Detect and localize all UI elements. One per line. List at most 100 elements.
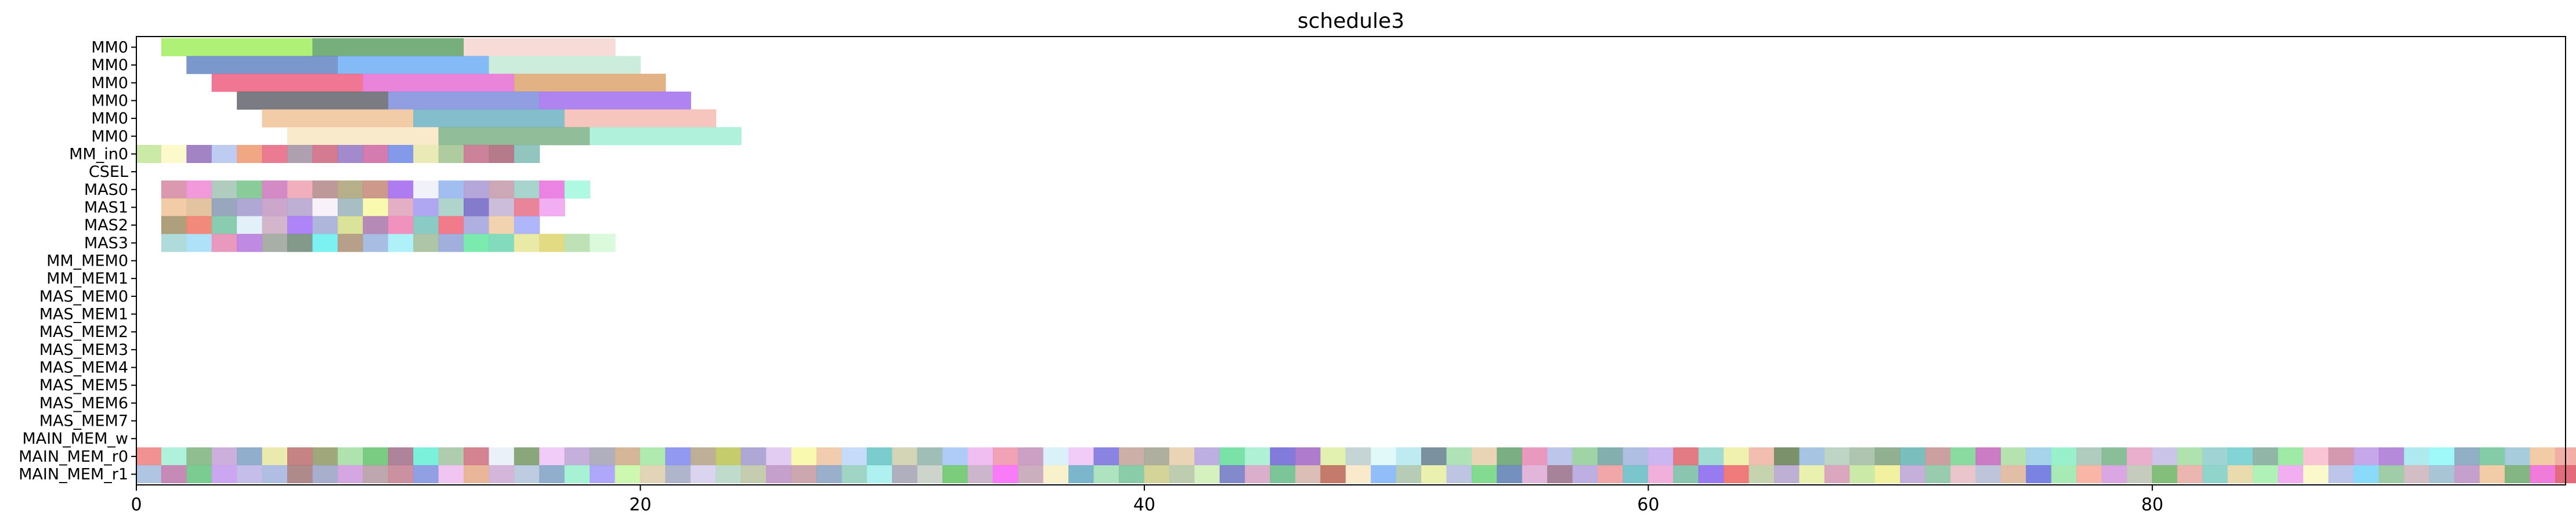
row-label: MM0 — [91, 128, 128, 146]
task-bar — [388, 144, 414, 163]
task-bar — [791, 465, 817, 484]
task-bar — [1093, 465, 1120, 484]
task-bar — [262, 216, 288, 234]
task-bar — [2278, 447, 2304, 466]
task-bar — [337, 465, 364, 484]
task-bar — [337, 56, 490, 74]
task-bar — [489, 447, 515, 466]
task-bar — [237, 180, 263, 199]
task-bar — [2404, 465, 2430, 484]
task-bar — [2530, 447, 2556, 466]
task-bar — [539, 234, 565, 252]
task-bar — [312, 447, 338, 466]
task-bar — [615, 465, 641, 484]
task-bar — [161, 144, 187, 163]
task-bar — [438, 127, 591, 146]
task-bar — [211, 74, 364, 92]
task-bar — [237, 198, 263, 217]
task-bar — [489, 198, 515, 217]
task-bar — [287, 198, 313, 217]
task-bar — [438, 234, 465, 252]
task-bar — [590, 234, 616, 252]
task-bar — [1874, 465, 1901, 484]
task-bar — [1219, 447, 1246, 466]
task-bar — [186, 216, 212, 234]
task-bar — [866, 465, 893, 484]
task-bar — [464, 198, 490, 217]
task-bar — [262, 234, 288, 252]
task-bar — [1547, 465, 1573, 484]
task-bar — [1522, 465, 1548, 484]
task-bar — [464, 447, 490, 466]
task-bar — [1320, 447, 1346, 466]
task-bar — [1849, 447, 1876, 466]
task-bar — [2152, 465, 2178, 484]
task-bar — [2076, 465, 2102, 484]
task-bar — [211, 180, 238, 199]
task-bar — [262, 144, 288, 163]
task-bar — [590, 447, 616, 466]
task-bar — [539, 447, 565, 466]
task-bars — [136, 38, 2576, 484]
task-bar — [1975, 447, 2001, 466]
task-bar — [413, 447, 439, 466]
row-label: MAS1 — [84, 198, 128, 216]
task-bar — [186, 198, 212, 217]
task-bar — [363, 447, 389, 466]
task-bar — [1648, 465, 1674, 484]
task-bar — [262, 447, 288, 466]
row-label: MM0 — [91, 110, 128, 128]
task-bar — [514, 180, 540, 199]
task-bar — [1068, 447, 1094, 466]
row-label: MM0 — [91, 56, 128, 74]
x-tick-label: 40 — [1133, 495, 1155, 515]
task-bar — [161, 234, 187, 252]
x-axis-ticks: 0 20 40 60 80 — [131, 485, 2163, 515]
task-bar — [237, 91, 389, 110]
task-bar — [1774, 465, 1800, 484]
task-bar — [1144, 447, 1170, 466]
task-bar — [186, 447, 212, 466]
task-bar — [514, 198, 540, 217]
task-bar — [2278, 465, 2304, 484]
task-bar — [1698, 465, 1725, 484]
task-bar — [2101, 447, 2127, 466]
task-bar — [841, 465, 868, 484]
task-bar — [413, 216, 439, 234]
task-bar — [1925, 447, 1951, 466]
x-tick-label: 0 — [131, 495, 142, 515]
plot-frame — [136, 36, 2566, 485]
row-label: MAS_MEM4 — [39, 359, 128, 377]
task-bar — [464, 465, 490, 484]
task-bar — [489, 465, 515, 484]
task-bar — [640, 465, 666, 484]
task-bar — [287, 216, 313, 234]
task-bar — [1245, 465, 1271, 484]
task-bar — [287, 180, 313, 199]
task-bar — [564, 109, 717, 128]
task-bar — [136, 447, 162, 466]
task-bar — [564, 465, 591, 484]
task-bar — [2177, 465, 2203, 484]
task-bar — [1396, 447, 1422, 466]
task-bar — [413, 109, 565, 128]
task-bar — [1119, 465, 1145, 484]
task-bar — [413, 180, 439, 199]
task-bar — [211, 198, 238, 217]
task-bar — [237, 465, 263, 484]
task-bar — [388, 234, 414, 252]
task-bar — [363, 216, 389, 234]
task-bar — [237, 447, 263, 466]
task-bar — [2202, 465, 2228, 484]
task-bar — [388, 91, 540, 110]
task-bar — [514, 447, 540, 466]
task-bar — [1572, 465, 1599, 484]
task-bar — [413, 234, 439, 252]
task-bar — [186, 180, 212, 199]
task-bar — [740, 465, 767, 484]
row-label: MAS3 — [84, 234, 128, 252]
task-bar — [539, 91, 691, 110]
task-bar — [514, 465, 540, 484]
task-bar — [539, 198, 565, 217]
task-bar — [1270, 447, 1296, 466]
